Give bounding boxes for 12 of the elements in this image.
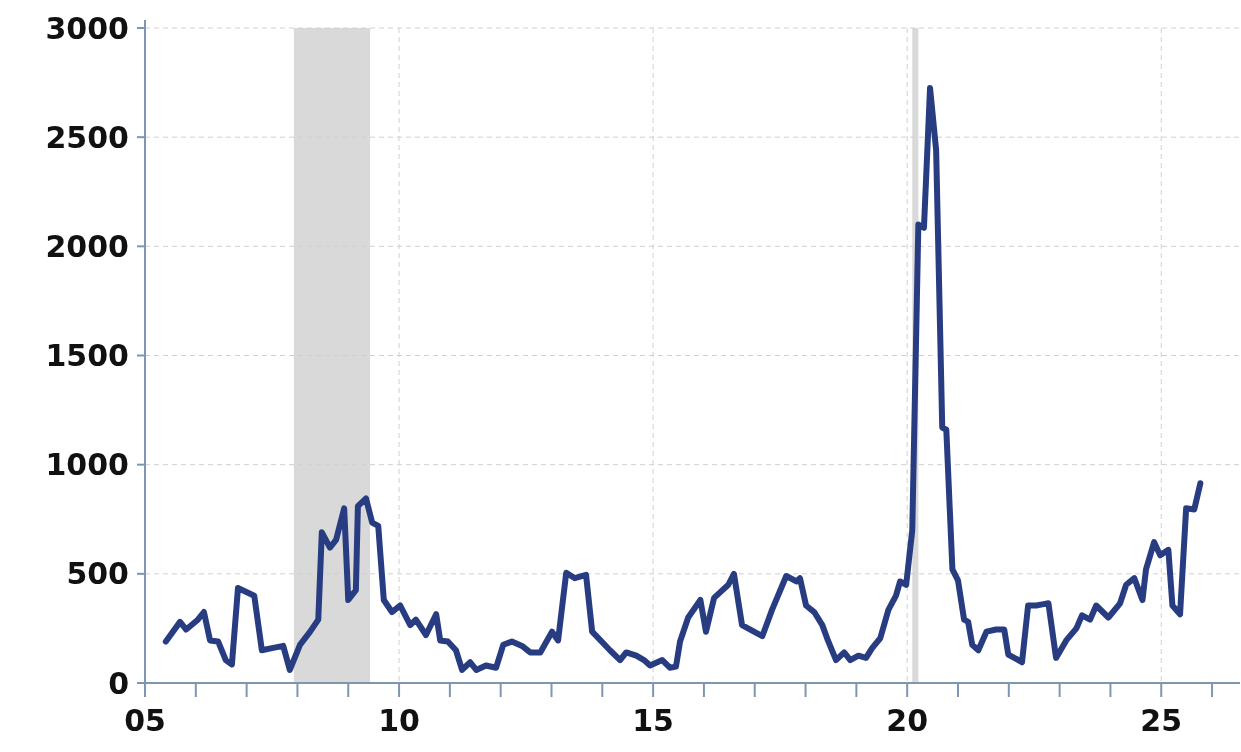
x-tick-label: 05 [124,703,166,738]
y-tick-label: 1500 [45,338,129,373]
x-tick-label: 10 [378,703,420,738]
y-tick-label: 0 [108,665,129,701]
y-tick-label: 500 [66,556,129,592]
y-tick-label: 2000 [45,228,129,264]
x-tick-label: 25 [1140,703,1183,738]
x-tick-label: 15 [632,703,674,738]
y-tick-label: 1000 [45,447,129,483]
y-tick-label: 2500 [45,119,129,155]
x-tick-label: 20 [886,703,929,738]
y-tick-label: 3000 [45,10,129,46]
